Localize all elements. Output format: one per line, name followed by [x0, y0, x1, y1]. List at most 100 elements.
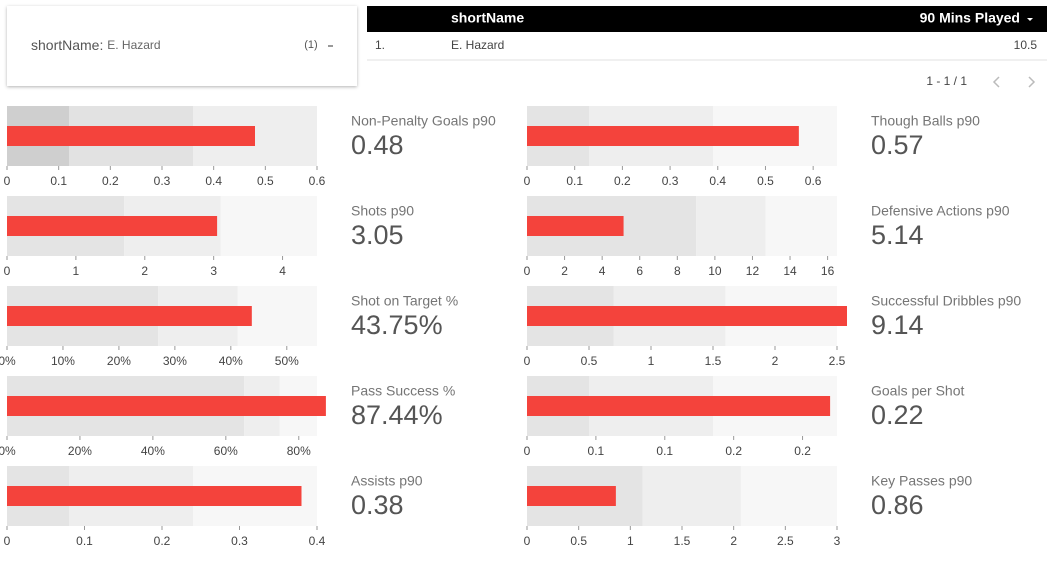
chart-title: Shot on Target % [351, 293, 458, 309]
x-tick-label: 1.5 [674, 534, 691, 548]
x-tick-label: 0.3 [154, 174, 171, 188]
next-page[interactable] [1028, 76, 1036, 88]
metric-value: 0.86 [871, 490, 924, 520]
bar [527, 216, 624, 236]
bar [527, 306, 847, 326]
bar [527, 396, 831, 416]
range-band [220, 196, 317, 256]
x-tick-label: 0.1 [76, 534, 93, 548]
chart-title: Though Balls p90 [871, 113, 980, 129]
x-tick-label: 6 [636, 264, 643, 278]
pagination: 1 - 1 / 1 [926, 74, 967, 88]
column-header[interactable]: 90 Mins Played [920, 10, 1020, 26]
x-tick-label: 40% [141, 444, 165, 458]
x-tick-label: 3 [210, 264, 217, 278]
x-tick-label: 16 [821, 264, 835, 278]
x-tick-label: 0.2 [614, 174, 631, 188]
filter-label: shortName: E. Hazard [31, 37, 161, 53]
x-tick-label: 30% [163, 354, 187, 368]
chart-title: Key Passes p90 [871, 473, 972, 489]
x-tick-label: 50% [275, 354, 299, 368]
x-tick-label: 0.5 [257, 174, 274, 188]
x-tick-label: 0.3 [662, 174, 679, 188]
filter-box[interactable] [7, 6, 357, 86]
bullet-chart: 0% 20% 40% 60% 80% Pass Success %87.44% [0, 376, 455, 458]
metric-value: 3.05 [351, 220, 404, 250]
x-tick-label: 0.2 [725, 444, 742, 458]
chart-title: Pass Success % [351, 383, 455, 399]
table: shortName 90 Mins Played 1. E. Hazard 10… [367, 6, 1047, 88]
x-tick-label: 2 [730, 534, 737, 548]
x-tick-label: 0.2 [154, 534, 171, 548]
x-tick-label: 20% [107, 354, 131, 368]
x-tick-label: 4 [279, 264, 286, 278]
x-tick-label: 1.5 [705, 354, 722, 368]
x-tick-label: 0.1 [566, 174, 583, 188]
charts: 0 0.1 0.2 0.3 0.4 0.5 0.6 Non-Penalty Goals p90… [0, 106, 1021, 548]
chart-title: Defensive Actions p90 [871, 203, 1010, 219]
filter-value: E. Hazard [107, 38, 160, 52]
bar [527, 486, 616, 506]
column-header[interactable]: shortName [451, 10, 524, 26]
bar [7, 126, 255, 146]
filter-field: shortName [31, 37, 100, 53]
prev-page[interactable] [992, 76, 1000, 88]
x-tick-label: 0.5 [570, 534, 587, 548]
metric-value: 9.14 [871, 310, 924, 340]
x-tick-label: 8 [674, 264, 681, 278]
metric-value: 0.38 [351, 490, 404, 520]
bar [7, 216, 218, 236]
x-tick-label: 3 [834, 534, 841, 548]
bar [7, 396, 326, 416]
x-tick-label: 80% [287, 444, 311, 458]
cell: E. Hazard [451, 38, 504, 52]
bullet-chart: 0 0.1 0.2 0.3 0.4 0.5 0.6 Non-Penalty Goals p90… [4, 106, 496, 188]
filter-count: (1) [304, 39, 317, 51]
x-tick-label: 0.5 [581, 354, 598, 368]
x-tick-label: 0 [524, 534, 531, 548]
range-band [765, 196, 837, 256]
x-tick-label: 1 [648, 354, 655, 368]
range-band [696, 196, 766, 256]
x-tick-label: 14 [783, 264, 797, 278]
bar [7, 306, 252, 326]
chart-title: Successful Dribbles p90 [871, 293, 1021, 309]
x-tick-label: 12 [746, 264, 760, 278]
x-tick-label: 0.2 [794, 444, 811, 458]
x-tick-label: 0.6 [309, 174, 326, 188]
x-tick-label: 1 [73, 264, 80, 278]
filter-colon: : [99, 37, 107, 53]
row-number: 1. [375, 38, 385, 52]
x-tick-label: 0.4 [309, 534, 326, 548]
filter-control[interactable]: shortName: E. Hazard (1) [7, 6, 357, 86]
x-tick-label: 2 [141, 264, 148, 278]
metric-value: 0.48 [351, 130, 404, 160]
x-tick-label: 0 [524, 444, 531, 458]
x-tick-label: 0.4 [205, 174, 222, 188]
x-tick-label: 0.1 [50, 174, 67, 188]
bar [7, 486, 302, 506]
x-tick-label: 0.1 [656, 444, 673, 458]
metric-value: 5.14 [871, 220, 924, 250]
x-tick-label: 0 [4, 264, 11, 278]
x-tick-label: 0.6 [805, 174, 822, 188]
x-tick-label: 10 [708, 264, 722, 278]
range-band [740, 466, 837, 526]
sort-icon[interactable] [1027, 18, 1033, 21]
x-tick-label: 20% [68, 444, 92, 458]
x-tick-label: 0 [524, 354, 531, 368]
x-tick-label: 4 [599, 264, 606, 278]
chart-title: Assists p90 [351, 473, 423, 489]
x-tick-label: 0 [4, 534, 11, 548]
x-tick-label: 2 [561, 264, 568, 278]
chart-title: Non-Penalty Goals p90 [351, 113, 496, 129]
x-tick-label: 60% [214, 444, 238, 458]
x-tick-label: 0 [524, 174, 531, 188]
x-tick-label: 0.5 [757, 174, 774, 188]
